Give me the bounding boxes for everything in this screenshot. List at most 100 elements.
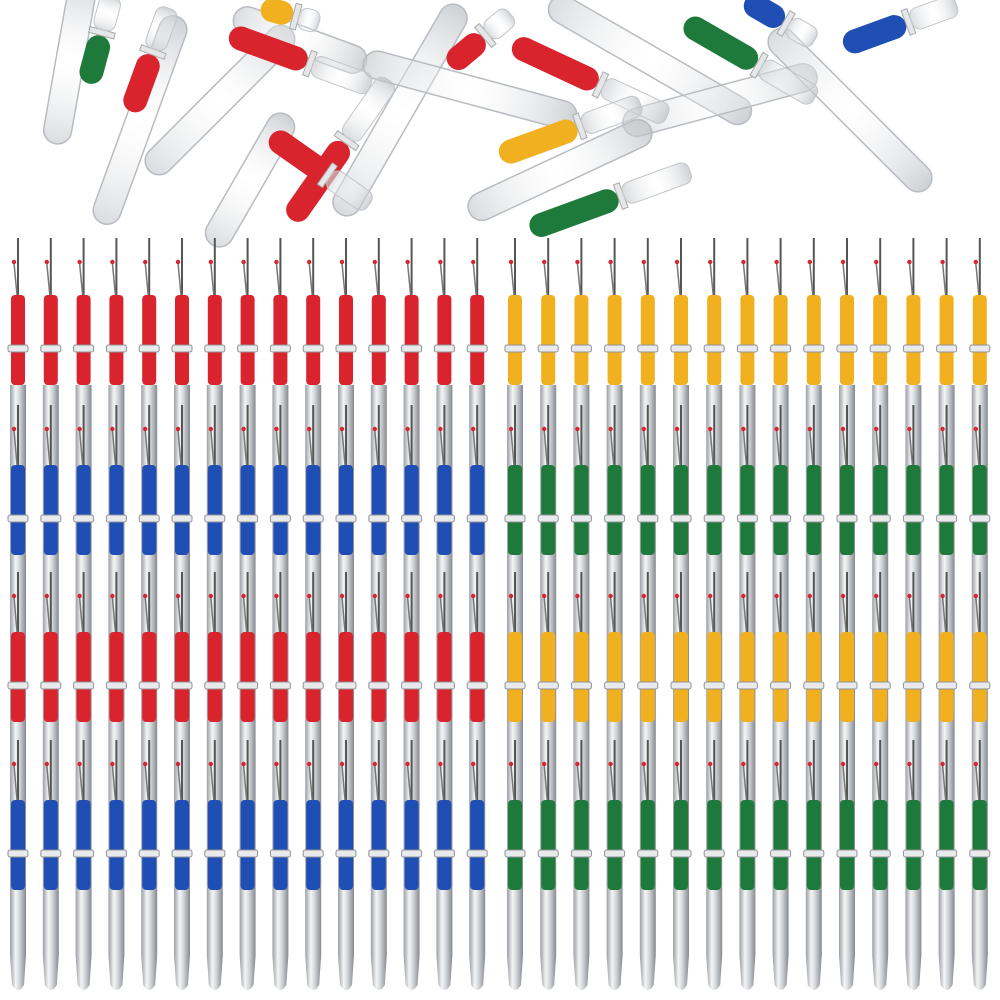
seam-ripper-column xyxy=(73,238,95,990)
ring xyxy=(902,344,924,353)
ring xyxy=(302,344,324,353)
cap-body xyxy=(93,0,121,32)
needle-ball xyxy=(608,761,613,767)
ring xyxy=(869,681,891,690)
needle-prong xyxy=(809,262,814,296)
needle-prong xyxy=(975,764,980,801)
handle xyxy=(371,465,386,555)
needle-prong xyxy=(308,262,313,296)
handle xyxy=(842,15,907,54)
ring xyxy=(703,514,725,523)
handle xyxy=(123,54,160,113)
ring xyxy=(570,849,592,858)
seam-ripper-column xyxy=(969,238,991,990)
needle-prong xyxy=(975,596,980,633)
cap-body xyxy=(297,8,321,33)
needle-prong xyxy=(775,429,781,466)
handle xyxy=(109,800,124,890)
handle xyxy=(640,632,655,722)
tip xyxy=(639,955,656,990)
handle xyxy=(207,632,222,722)
needle-ball xyxy=(807,761,812,767)
ring xyxy=(736,514,758,523)
needle-prong xyxy=(78,262,84,296)
needle-ball xyxy=(874,259,879,265)
handle xyxy=(240,465,255,555)
seam-ripper xyxy=(683,16,819,105)
handle xyxy=(574,632,589,722)
needle-prong xyxy=(676,764,681,801)
needle-ball xyxy=(674,761,680,767)
needle-ball xyxy=(77,761,82,767)
ring xyxy=(401,344,423,353)
ring xyxy=(604,681,626,690)
needle-ball xyxy=(542,761,547,767)
needle-ball xyxy=(674,426,680,432)
needle-prong xyxy=(78,596,84,633)
handle xyxy=(740,800,755,890)
handle xyxy=(939,465,954,555)
seam-ripper-column xyxy=(269,238,291,990)
handle xyxy=(240,632,255,722)
needle-prong xyxy=(13,429,18,466)
handle xyxy=(273,465,288,555)
needle-prong xyxy=(144,262,149,296)
ring xyxy=(237,849,259,858)
needle-prong xyxy=(308,429,313,466)
needle-ball xyxy=(940,259,945,265)
handle xyxy=(773,800,788,890)
handle xyxy=(541,465,556,555)
needle-prong xyxy=(643,596,648,633)
ring xyxy=(836,344,858,353)
needle-ball xyxy=(175,593,181,599)
ring xyxy=(504,681,526,690)
ring xyxy=(7,514,29,523)
handle xyxy=(306,632,321,722)
tip xyxy=(872,955,889,990)
needle-ball xyxy=(372,593,377,599)
ring xyxy=(869,849,891,858)
handle xyxy=(268,130,328,179)
seam-ripper-column xyxy=(736,238,758,990)
needle-prong xyxy=(275,764,281,801)
needle-prong xyxy=(908,596,914,633)
ring xyxy=(40,514,62,523)
ring xyxy=(302,849,324,858)
needle-ball xyxy=(175,761,181,767)
needle-ball xyxy=(608,593,613,599)
needle-prong xyxy=(908,429,914,466)
ring xyxy=(433,344,455,353)
needle-ball xyxy=(77,593,82,599)
handle xyxy=(873,295,888,385)
needle-prong xyxy=(341,764,346,801)
needle-ball xyxy=(807,426,812,432)
seam-ripper-column xyxy=(401,238,423,990)
needle-ball xyxy=(339,426,345,432)
handle xyxy=(740,295,755,385)
ring xyxy=(466,681,488,690)
handle xyxy=(707,465,722,555)
ring xyxy=(335,514,357,523)
needle-ball xyxy=(372,761,377,767)
handle xyxy=(240,295,255,385)
ring xyxy=(969,344,991,353)
handle xyxy=(76,295,91,385)
seam-ripper xyxy=(79,0,121,84)
needle-prong xyxy=(111,262,117,296)
ring xyxy=(537,344,559,353)
seam-ripper-column xyxy=(770,238,792,990)
needle-ball xyxy=(807,593,812,599)
handle xyxy=(79,35,111,84)
needle-ball xyxy=(274,593,279,599)
handle xyxy=(674,295,688,385)
handle xyxy=(404,632,419,722)
needle-prong xyxy=(177,429,182,466)
needle-prong xyxy=(439,429,445,466)
seam-ripper xyxy=(529,162,692,237)
needle-ball xyxy=(840,426,846,432)
ring xyxy=(237,514,259,523)
handle xyxy=(470,295,485,385)
seam-ripper-column xyxy=(138,238,160,990)
ring xyxy=(703,681,725,690)
handle xyxy=(939,632,954,722)
